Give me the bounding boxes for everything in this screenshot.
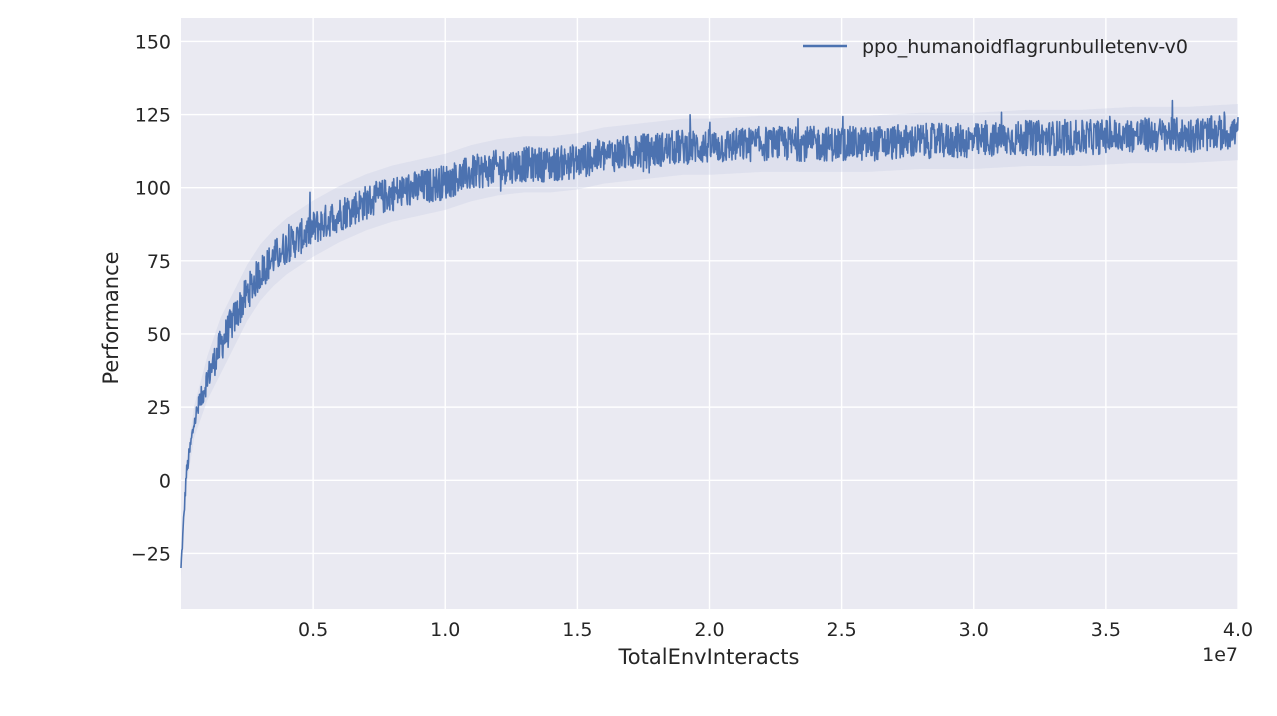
- x-tick-label: 0.5: [298, 619, 328, 641]
- x-axis-label: TotalEnvInteracts: [618, 645, 800, 669]
- x-tick-label: 2.5: [827, 619, 857, 641]
- legend: ppo_humanoidflagrunbulletenv-v0: [803, 36, 1188, 58]
- y-tick-label: 150: [135, 31, 171, 53]
- y-tick-label: −25: [131, 543, 171, 565]
- x-gridlines: [312, 18, 1239, 609]
- y-tick-labels: −25 0 25 50 75 100 125 150: [131, 31, 171, 565]
- x-tick-label: 1.0: [430, 619, 460, 641]
- legend-entry-label: ppo_humanoidflagrunbulletenv-v0: [862, 36, 1188, 58]
- y-axis-label: Performance: [99, 251, 123, 384]
- series-line-ppo-humanoidflagrunbulletenv-v0: [180, 99, 1239, 569]
- y-tick-label: 0: [159, 470, 171, 492]
- x-tick-label: 4.0: [1223, 619, 1253, 641]
- y-tick-label: 125: [135, 105, 171, 127]
- y-tick-label: 50: [147, 324, 171, 346]
- series-lines: [180, 99, 1239, 569]
- y-tick-label: 75: [147, 251, 171, 273]
- x-tick-label: 2.0: [694, 619, 724, 641]
- x-tick-label: 3.5: [1091, 619, 1121, 641]
- x-tick-label: 3.0: [959, 619, 989, 641]
- x-offset-label: 1e7: [1202, 644, 1238, 666]
- y-tick-label: 25: [147, 397, 171, 419]
- x-tick-label: 1.5: [562, 619, 592, 641]
- y-tick-label: 100: [135, 178, 171, 200]
- y-gridlines: [181, 40, 1238, 555]
- x-tick-labels: 0.5 1.0 1.5 2.0 2.5 3.0 3.5 4.0: [298, 619, 1253, 641]
